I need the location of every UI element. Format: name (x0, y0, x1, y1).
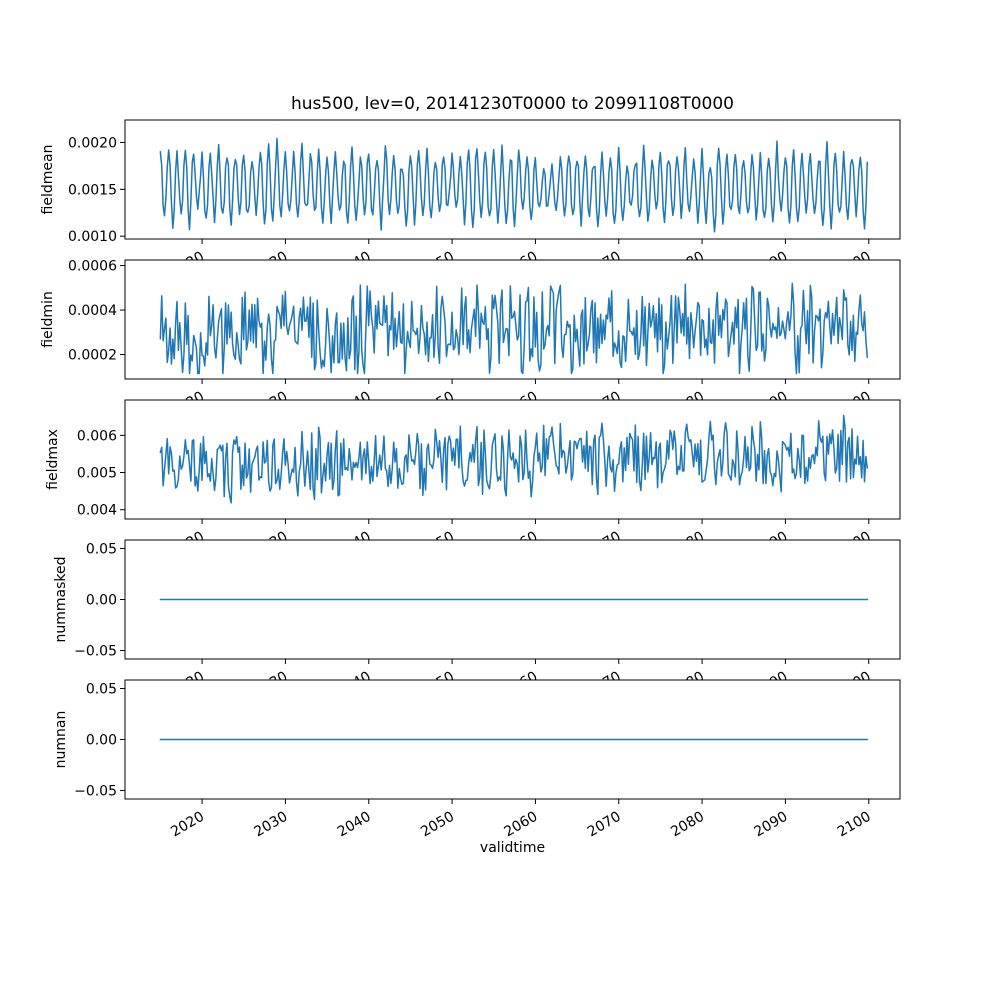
series-line-fieldmax (159, 414, 869, 504)
x-tick-label: 2060 (502, 809, 541, 841)
y-axis-nummasked: −0.05 0.00 0.05 (74, 541, 125, 660)
y-axis-label-fieldmin: fieldmin (40, 291, 56, 348)
y-tick-label: 0.0015 (68, 182, 117, 198)
x-tick-label: 2050 (418, 809, 457, 841)
y-axis-fieldmin: 0.0002 0.0004 0.0006 (68, 259, 125, 364)
x-tick-label: 2090 (752, 809, 791, 841)
x-tick-label: 2070 (585, 809, 624, 841)
y-tick-label: −0.05 (74, 644, 117, 660)
y-axis-label-nummasked: nummasked (53, 556, 69, 642)
y-tick-label: 0.0002 (68, 348, 117, 364)
x-tick-label: 2080 (668, 809, 707, 841)
y-axis-label-numnan: numnan (53, 711, 69, 769)
y-axis-label-fieldmean: fieldmean (40, 145, 56, 215)
x-tick-label: 2100 (835, 809, 874, 841)
y-axis-numnan: −0.05 0.00 0.05 (74, 681, 125, 800)
y-tick-label: 0.006 (77, 428, 117, 444)
series-line-fieldmin (159, 282, 869, 375)
y-tick-label: 0.0020 (68, 135, 117, 151)
x-tick-label: 2030 (252, 809, 291, 841)
y-tick-label: 0.0006 (68, 259, 117, 275)
y-tick-label: 0.05 (86, 681, 117, 697)
y-axis-fieldmax: 0.004 0.005 0.006 (77, 428, 125, 519)
y-tick-label: 0.004 (77, 503, 117, 519)
x-axis-subplot-4: 2020 2030 2040 2050 2060 2070 2080 2090 2100 (168, 799, 874, 840)
y-axis-label-fieldmax: fieldmax (45, 429, 61, 490)
x-tick-label: 2040 (335, 809, 374, 841)
y-tick-label: 0.0004 (68, 303, 117, 319)
x-axis-label: validtime (479, 840, 546, 856)
plot-title: hus500, lev=0, 20141230T0000 to 20991108… (291, 94, 734, 114)
y-tick-label: −0.05 (74, 784, 117, 800)
series-line-fieldmean (159, 137, 869, 233)
y-tick-label: 0.005 (77, 466, 117, 482)
y-tick-label: 0.0010 (68, 229, 117, 245)
x-tick-label: 2020 (168, 809, 207, 841)
y-axis-fieldmean: 0.0010 0.0015 0.0020 (68, 135, 125, 245)
y-tick-label: 0.00 (86, 733, 117, 749)
y-tick-label: 0.05 (86, 541, 117, 557)
y-tick-label: 0.00 (86, 593, 117, 609)
